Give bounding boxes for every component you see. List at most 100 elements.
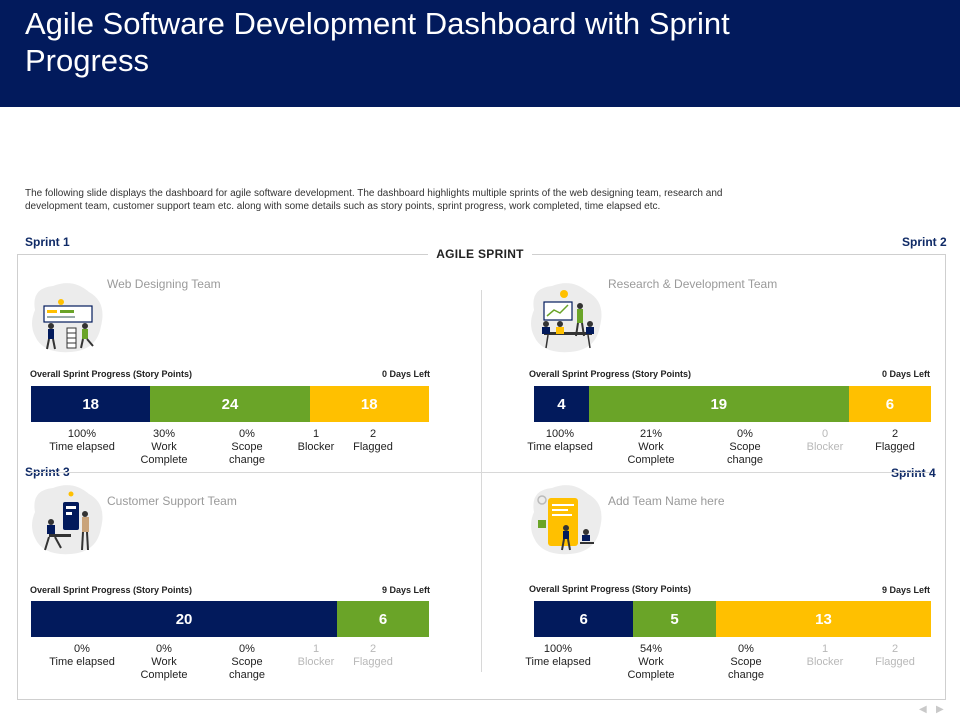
stat-label: Time elapsed xyxy=(49,656,115,668)
stat-value: 0% xyxy=(239,428,255,440)
page-title: Agile Software Development Dashboard wit… xyxy=(25,6,730,78)
sprint-2-stat-time-elapsed: 100% Time elapsed xyxy=(525,428,595,454)
sprint-2-stat-blocker: 0 Blocker xyxy=(790,428,860,454)
sprint-4-tag: Sprint 4 xyxy=(891,466,936,480)
stat-value: 2 xyxy=(891,643,899,655)
sprint-1-stat-time-elapsed: 100% Time elapsed xyxy=(47,428,117,454)
stat-value: 0% xyxy=(737,428,753,440)
stat-value: 2 xyxy=(369,643,377,655)
stat-value: 54% xyxy=(639,643,663,655)
stat-label: Scope change xyxy=(727,656,765,681)
sprint-2-segment-done: 4 xyxy=(534,386,589,422)
stat-value: 1 xyxy=(312,428,320,440)
sprint-4-segment-done: 6 xyxy=(534,601,634,637)
sprint-2-segment-todo: 6 xyxy=(848,386,931,422)
team-name-research-development: Research & Development Team xyxy=(608,277,778,291)
stat-value: 0% xyxy=(156,643,172,655)
sprint-2-progress-bar: 4 19 6 xyxy=(534,386,931,422)
stat-label: Work Complete xyxy=(140,441,188,466)
agile-sprint-heading: AGILE SPRINT xyxy=(428,247,532,261)
sprint-3-segment-done: 20 xyxy=(31,601,338,637)
research-team-illustration xyxy=(531,283,602,353)
stat-value: 1 xyxy=(312,643,320,655)
sprint-1-tag: Sprint 1 xyxy=(25,235,70,249)
sprint-3-stat-blocker: 1 Blocker xyxy=(281,643,351,669)
team-name-add-team: Add Team Name here xyxy=(608,494,725,508)
next-slide-icon[interactable]: ▶ xyxy=(936,704,944,715)
prev-slide-icon[interactable]: ◀ xyxy=(919,704,927,715)
page-description: The following slide displays the dashboa… xyxy=(25,188,723,212)
sprint-1-stat-blocker: 1 Blocker xyxy=(281,428,351,454)
add-team-illustration xyxy=(531,485,602,555)
stat-value: 2 xyxy=(369,428,377,440)
sprint-4-stat-work-complete: 54% Work Complete xyxy=(616,643,686,682)
stat-value: 21% xyxy=(639,428,663,440)
sprint-3-stat-scope-change: 0% Scope change xyxy=(212,643,282,682)
horizontal-divider xyxy=(30,472,930,473)
stat-value: 0% xyxy=(738,643,754,655)
sprint-2-days-left: 0 Days Left xyxy=(881,369,930,379)
stat-label: Time elapsed xyxy=(49,441,115,453)
sprint-1-segment-todo: 18 xyxy=(309,386,429,422)
stat-label: Flagged xyxy=(875,441,915,453)
stat-label: Scope change xyxy=(228,656,266,681)
sprint-1-days-left: 0 Days Left xyxy=(381,369,430,379)
sprint-4-stat-blocker: 1 Blocker xyxy=(790,643,860,669)
stat-label: Scope change xyxy=(228,441,266,466)
stat-value: 100% xyxy=(545,428,575,440)
sprint-4-days-left: 9 Days Left xyxy=(881,585,930,595)
customer-support-team-illustration xyxy=(32,485,103,555)
stat-value: 100% xyxy=(543,643,573,655)
stat-label: Flagged xyxy=(353,656,393,668)
sprint-4-segment-todo: 13 xyxy=(715,601,931,637)
sprint-2-progress-label: Overall Sprint Progress (Story Points) xyxy=(529,369,692,379)
sprint-3-progress-bar: 20 6 xyxy=(31,601,429,637)
sprint-2-stat-flagged: 2 Flagged xyxy=(860,428,930,454)
sprint-3-stat-work-complete: 0% Work Complete xyxy=(129,643,199,682)
sprint-4-progress-label: Overall Sprint Progress (Story Points) xyxy=(529,584,692,594)
stat-value: 0% xyxy=(239,643,255,655)
stat-label: Work Complete xyxy=(627,441,675,466)
sprint-3-progress-label: Overall Sprint Progress (Story Points) xyxy=(30,585,193,595)
sprint-1-segment-progress: 24 xyxy=(150,386,310,422)
stat-value: 0% xyxy=(74,643,90,655)
sprint-4-stat-scope-change: 0% Scope change xyxy=(711,643,781,682)
stat-label: Work Complete xyxy=(627,656,675,681)
sprint-4-stat-time-elapsed: 100% Time elapsed xyxy=(523,643,593,669)
stat-value: 100% xyxy=(67,428,97,440)
title-banner: Agile Software Development Dashboard wit… xyxy=(0,0,960,107)
stat-label: Flagged xyxy=(353,441,393,453)
sprint-1-progress-bar: 18 24 18 xyxy=(31,386,429,422)
stat-value: 30% xyxy=(152,428,176,440)
team-name-web-designing: Web Designing Team xyxy=(107,277,221,291)
stat-label: Time elapsed xyxy=(525,656,591,668)
sprint-3-segment-progress: 6 xyxy=(337,601,429,637)
vertical-divider xyxy=(481,290,482,672)
sprint-2-stat-work-complete: 21% Work Complete xyxy=(616,428,686,467)
web-design-team-illustration xyxy=(32,283,103,353)
stat-label: Scope change xyxy=(726,441,764,466)
stat-label: Blocker xyxy=(806,441,844,453)
sprint-1-stat-scope-change: 0% Scope change xyxy=(212,428,282,467)
stat-label: Work Complete xyxy=(140,656,188,681)
sprint-2-stat-scope-change: 0% Scope change xyxy=(710,428,780,467)
stat-label: Flagged xyxy=(875,656,915,668)
sprint-1-progress-label: Overall Sprint Progress (Story Points) xyxy=(30,369,193,379)
stat-value: 0 xyxy=(821,428,829,440)
team-name-customer-support: Customer Support Team xyxy=(107,494,237,508)
sprint-2-segment-progress: 19 xyxy=(588,386,849,422)
sprint-3-stat-flagged: 2 Flagged xyxy=(338,643,408,669)
stat-label: Blocker xyxy=(806,656,844,668)
sprint-1-segment-done: 18 xyxy=(31,386,151,422)
sprint-4-segment-progress: 5 xyxy=(633,601,716,637)
sprint-1-stat-work-complete: 30% Work Complete xyxy=(129,428,199,467)
stat-value: 1 xyxy=(821,643,829,655)
sprint-3-days-left: 9 Days Left xyxy=(381,585,430,595)
sprint-4-stat-flagged: 2 Flagged xyxy=(860,643,930,669)
sprint-1-stat-flagged: 2 Flagged xyxy=(338,428,408,454)
stat-label: Time elapsed xyxy=(527,441,593,453)
sprint-3-stat-time-elapsed: 0% Time elapsed xyxy=(47,643,117,669)
sprint-2-tag: Sprint 2 xyxy=(902,235,947,249)
stat-value: 2 xyxy=(891,428,899,440)
stat-label: Blocker xyxy=(297,656,335,668)
